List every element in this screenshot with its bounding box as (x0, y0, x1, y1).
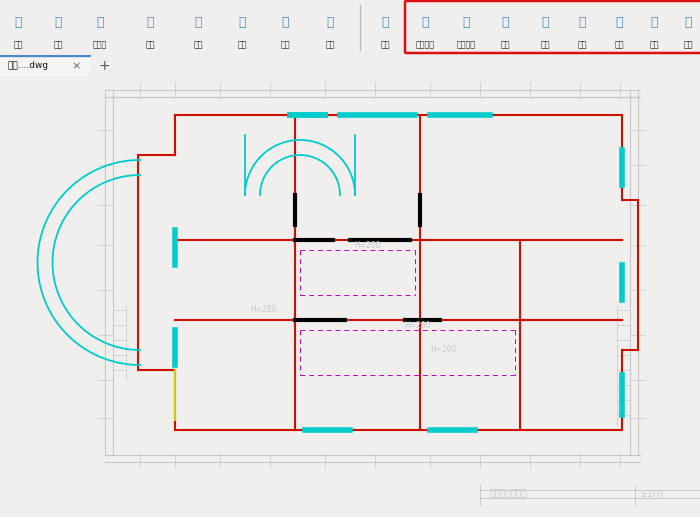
Text: ⬛: ⬛ (238, 16, 246, 28)
Text: ⬛: ⬛ (14, 16, 22, 28)
Text: ⬛: ⬛ (615, 16, 623, 28)
Text: ≥1/7(: ≥1/7( (640, 490, 664, 498)
Text: +: + (98, 59, 110, 73)
Text: 返回: 返回 (326, 41, 335, 50)
Text: 打开: 打开 (13, 41, 22, 50)
Text: ⬛: ⬛ (685, 16, 692, 28)
Bar (0, 55, 90, 77)
Text: 前进: 前进 (237, 41, 246, 50)
Text: 后退: 后退 (193, 41, 203, 50)
Text: H=280: H=280 (250, 306, 276, 314)
Text: H=200: H=200 (430, 345, 456, 355)
Text: 图层: 图层 (683, 41, 693, 50)
Text: 返回: 返回 (380, 41, 390, 50)
Text: ⬛: ⬛ (55, 16, 62, 28)
Text: ⬛: ⬛ (541, 16, 549, 28)
Text: ⬛: ⬛ (578, 16, 586, 28)
Text: ⬛: ⬛ (281, 16, 288, 28)
Text: 画线: 画线 (578, 41, 587, 50)
Text: 测量: 测量 (615, 41, 624, 50)
Text: 手动拖动: 手动拖动 (416, 41, 435, 50)
Text: ⬛: ⬛ (421, 16, 428, 28)
Bar (0, 55, 90, 56)
Text: 删除: 删除 (280, 41, 290, 50)
Text: 设置: 设置 (146, 41, 155, 50)
Text: 缩小: 缩小 (540, 41, 550, 50)
Text: ×: × (71, 61, 80, 71)
Text: ⬛: ⬛ (650, 16, 658, 28)
Text: H=200: H=200 (354, 240, 381, 250)
Text: ⬛: ⬛ (195, 16, 202, 28)
Text: ⬛: ⬛ (326, 16, 334, 28)
Text: ⬛: ⬛ (382, 16, 388, 28)
Text: ⬛: ⬛ (97, 16, 104, 28)
Text: 上海....dwg: 上海....dwg (8, 62, 49, 70)
Text: 二层原始平面图: 二层原始平面图 (490, 490, 528, 498)
Text: ⬛: ⬛ (146, 16, 154, 28)
Text: 标注: 标注 (650, 41, 659, 50)
Text: ⬛: ⬛ (501, 16, 509, 28)
Text: ⬛: ⬛ (462, 16, 470, 28)
Text: 另存为: 另存为 (93, 41, 107, 50)
Text: 框选放大: 框选放大 (456, 41, 475, 50)
Text: H=280: H=280 (405, 321, 430, 329)
Text: 放大: 放大 (500, 41, 510, 50)
Text: 存储: 存储 (53, 41, 63, 50)
